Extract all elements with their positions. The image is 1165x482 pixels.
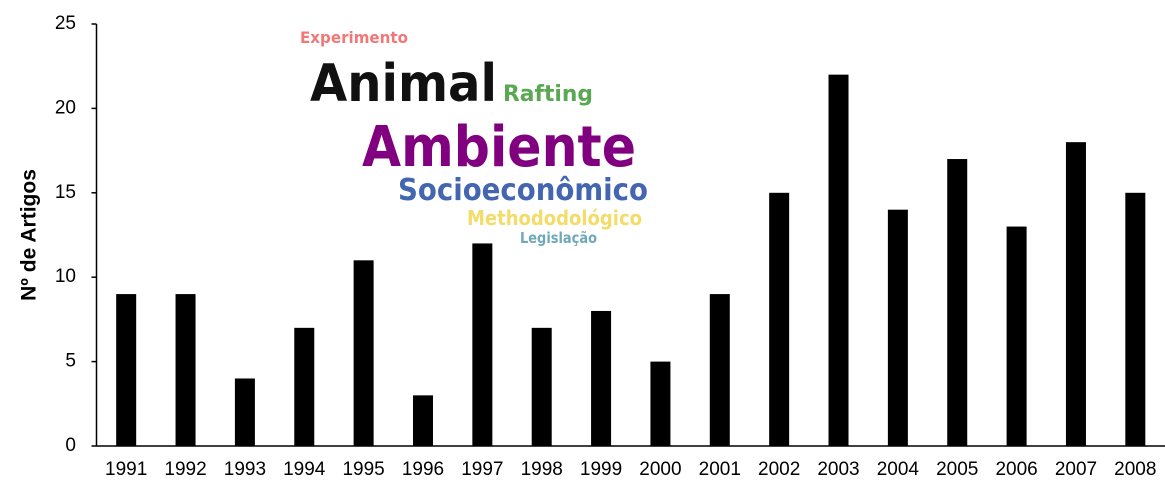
- y-tick-label: 10: [55, 266, 76, 287]
- y-tick-label: 0: [65, 435, 76, 456]
- x-tick-label: 2004: [877, 459, 920, 480]
- bar: [887, 209, 908, 446]
- bar: [531, 327, 552, 446]
- x-tick-label: 2005: [936, 459, 978, 480]
- y-tick-label: 25: [55, 13, 76, 34]
- word-cloud-word: Rafting: [503, 82, 593, 107]
- bar: [412, 395, 433, 446]
- bar: [472, 243, 493, 446]
- x-tick-label: 2002: [758, 459, 800, 480]
- x-tick-label: 1993: [224, 459, 266, 480]
- x-tick-label: 2008: [1114, 459, 1156, 480]
- x-tick-label: 1997: [461, 459, 503, 480]
- x-tick-label: 1991: [105, 459, 147, 480]
- word-cloud-word: Ambiente: [362, 115, 636, 180]
- x-tick-label: 2003: [817, 459, 859, 480]
- x-tick-label: 1996: [402, 459, 444, 480]
- bar: [1065, 142, 1086, 446]
- x-tick-label: 1992: [164, 459, 206, 480]
- bar: [353, 260, 374, 446]
- bar: [1006, 226, 1027, 446]
- bar: [116, 294, 137, 446]
- x-tick-label: 2007: [1055, 459, 1097, 480]
- word-cloud-word: Methododológico: [467, 206, 642, 230]
- bar: [591, 310, 612, 446]
- x-tick-label: 1999: [580, 459, 622, 480]
- y-axis-label: Nº de Artigos: [18, 169, 41, 301]
- bar: [175, 294, 196, 446]
- x-tick-label: 1995: [342, 459, 384, 480]
- bar: [828, 74, 849, 446]
- bar: [709, 294, 730, 446]
- word-cloud-word: Legislação: [520, 229, 597, 247]
- bar: [650, 361, 671, 446]
- bar: [769, 192, 790, 446]
- x-tick-label: 2000: [639, 459, 681, 480]
- y-tick-label: 15: [55, 182, 76, 203]
- word-cloud-word: Experimento: [300, 28, 408, 47]
- bar: [1125, 192, 1146, 446]
- x-tick-label: 1994: [283, 459, 326, 480]
- y-tick-label: 20: [55, 97, 76, 118]
- y-tick-label: 5: [65, 351, 76, 372]
- x-tick-label: 2001: [699, 459, 741, 480]
- bar: [947, 159, 968, 447]
- x-tick-label: 1998: [521, 459, 563, 480]
- word-cloud-word: Animal: [310, 54, 497, 114]
- bar: [234, 378, 255, 446]
- word-cloud-word: Socioeconômico: [398, 173, 648, 208]
- x-tick-label: 2006: [995, 459, 1037, 480]
- bar: [294, 327, 315, 446]
